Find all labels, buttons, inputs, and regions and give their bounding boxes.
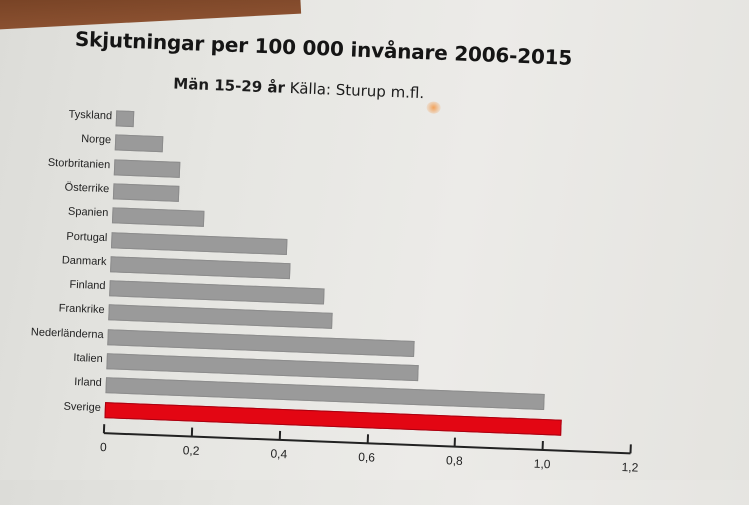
bar xyxy=(110,256,291,279)
category-label: Frankrike xyxy=(58,302,105,317)
bar xyxy=(108,304,333,330)
axis-tick xyxy=(278,430,281,440)
category-label: Spanien xyxy=(67,205,109,220)
bar xyxy=(109,280,325,305)
category-label: Österrike xyxy=(64,181,110,196)
projector-glare xyxy=(426,101,441,114)
subtitle-group: Män 15-29 år xyxy=(173,74,286,97)
subtitle-source: Källa: Sturup m.fl. xyxy=(289,79,425,103)
tick-label: 0,6 xyxy=(358,449,376,465)
bar xyxy=(114,134,164,153)
axis-tick xyxy=(541,440,545,451)
category-label: Storbritanien xyxy=(47,156,111,171)
tick-label: 0,4 xyxy=(270,446,288,462)
category-label: Finland xyxy=(69,278,106,293)
category-label: Sverige xyxy=(63,400,102,414)
bar xyxy=(111,231,288,255)
tick-label: 0,8 xyxy=(445,453,464,468)
bar xyxy=(115,110,134,128)
category-label: Nederländerna xyxy=(30,325,104,341)
tick-label: 0 xyxy=(99,440,107,455)
axis-tick xyxy=(366,434,369,444)
category-label: Tyskland xyxy=(68,108,113,123)
axis-tick xyxy=(629,444,632,454)
axis-tick xyxy=(102,424,106,434)
bar xyxy=(113,158,181,178)
bar xyxy=(112,183,180,202)
category-label: Norge xyxy=(80,133,112,147)
axis-tick xyxy=(453,437,457,447)
category-label: Irland xyxy=(74,376,103,390)
axis-tick xyxy=(190,427,193,437)
category-label: Portugal xyxy=(66,230,108,244)
category-label: Danmark xyxy=(61,254,107,268)
chart-subtitle: Män 15-29 år Källa: Sturup m.fl. xyxy=(173,75,425,103)
bar xyxy=(111,207,205,228)
tick-label: 1,0 xyxy=(533,456,551,472)
tick-label: 0,2 xyxy=(182,443,200,458)
category-label: Italien xyxy=(73,351,103,366)
tick-label: 1,2 xyxy=(621,460,639,475)
chart-title: Skjutningar per 100 000 invånare 2006-20… xyxy=(74,26,573,70)
